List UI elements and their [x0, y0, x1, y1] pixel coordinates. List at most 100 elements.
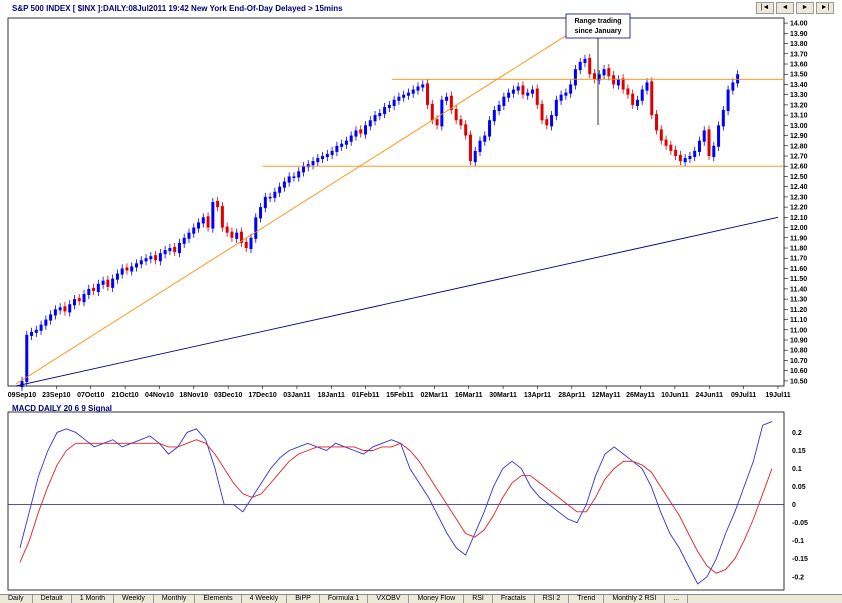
- tab-money-flow[interactable]: Money Flow: [409, 595, 465, 603]
- next-icon[interactable]: ►: [796, 2, 814, 14]
- tab-monthly-2-rsi[interactable]: Monthly 2 RSI: [604, 595, 666, 603]
- candle-body: [211, 202, 215, 229]
- tab-bipp[interactable]: BiPP: [287, 595, 320, 603]
- x-tick-label: 03Dec10: [214, 392, 243, 399]
- y-tick-label: 11.20: [790, 307, 807, 314]
- tab-default[interactable]: Default: [33, 595, 72, 603]
- x-tick-label: 23Sep10: [42, 392, 71, 399]
- candle-body: [330, 150, 334, 155]
- y-tick-label: 10.50: [790, 378, 808, 385]
- candle-body: [354, 130, 358, 137]
- candle-body: [20, 380, 24, 388]
- candle-body: [521, 85, 525, 95]
- tab-daily[interactable]: Daily: [0, 595, 33, 603]
- y-tick-label: 12.10: [790, 215, 808, 222]
- candle-body: [511, 89, 515, 94]
- candle-body: [688, 156, 692, 160]
- candle-body: [87, 288, 91, 296]
- candle-body: [607, 68, 611, 77]
- candle-body: [72, 299, 76, 306]
- tab-trend[interactable]: Trend: [569, 595, 605, 603]
- candle-body: [177, 242, 181, 254]
- candle-body: [378, 113, 382, 117]
- candle-body: [187, 232, 191, 239]
- candle-body: [192, 227, 196, 234]
- tab-formula-1[interactable]: Formula 1: [320, 595, 369, 603]
- candle-body: [726, 89, 730, 112]
- y-tick-label: 12.20: [790, 205, 808, 212]
- candle-body: [674, 149, 678, 156]
- candle-body: [82, 294, 86, 303]
- prev-icon[interactable]: ◄: [776, 2, 794, 14]
- tab-rsi-2[interactable]: RSI 2: [535, 595, 570, 603]
- candle-body: [449, 95, 453, 110]
- tab-elements[interactable]: Elements: [195, 595, 242, 603]
- candle-body: [106, 279, 110, 287]
- candle-body: [645, 82, 649, 91]
- x-tick-label: 16Mar11: [455, 392, 483, 399]
- y-tick-label: 13.20: [790, 102, 808, 109]
- candle-body: [473, 150, 477, 163]
- candle-body: [550, 115, 554, 127]
- candle-body: [697, 140, 701, 152]
- annotation-line1: Range trading: [574, 18, 621, 25]
- x-tick-label: 03Jan11: [283, 392, 310, 399]
- candle-body: [235, 232, 239, 239]
- candle-body: [34, 329, 38, 333]
- candle-body: [702, 130, 706, 142]
- candle-body: [693, 150, 697, 158]
- macd-y-tick-label: 0: [792, 502, 796, 509]
- candle-body: [445, 96, 449, 101]
- tab-weekly[interactable]: Weekly: [114, 595, 154, 603]
- candle-body: [588, 57, 592, 75]
- tab-monthly[interactable]: Monthly: [154, 595, 196, 603]
- candle-body: [225, 226, 229, 233]
- candle-body: [197, 222, 201, 229]
- x-tick-label: 13Apr11: [524, 392, 551, 399]
- chart-tabs: Daily Default 1 Month Weekly Monthly Ele…: [0, 594, 842, 603]
- x-tick-label: 24Jun11: [695, 392, 723, 399]
- candle-body: [154, 255, 158, 261]
- candle-body: [468, 134, 472, 162]
- y-tick-label: 11.30: [790, 297, 807, 304]
- candle-body: [621, 78, 625, 90]
- range-annotation: Range trading since January: [565, 13, 631, 125]
- x-tick-label: 07Oct10: [77, 392, 104, 399]
- candle-body: [278, 186, 282, 193]
- macd-title: MACD DAILY 20 6 9 Signal: [12, 404, 113, 413]
- x-tick-label: 12May11: [592, 392, 621, 399]
- candle-body: [301, 166, 305, 173]
- last-icon[interactable]: ►|: [816, 2, 834, 14]
- candle-body: [120, 268, 124, 275]
- tab-more[interactable]: ...: [665, 595, 689, 603]
- tab-rsi[interactable]: RSI: [464, 595, 493, 603]
- candle-body: [206, 216, 210, 228]
- candle-body: [435, 119, 439, 126]
- x-tick-label: 19Jul11: [765, 392, 790, 399]
- candle-body: [459, 119, 463, 126]
- macd-y-tick-label: 0.15: [792, 448, 806, 455]
- tab-1-month[interactable]: 1 Month: [72, 595, 115, 603]
- candle-body: [77, 298, 81, 302]
- macd-panel-frame: [7, 411, 785, 591]
- candle-body: [115, 273, 119, 280]
- candle-body: [516, 86, 520, 91]
- candle-body: [344, 140, 348, 145]
- candle-body: [683, 158, 687, 163]
- candle-body: [631, 93, 635, 105]
- x-tick-label: 10Jun11: [661, 392, 689, 399]
- candle-body: [540, 103, 544, 121]
- candle-body: [163, 250, 167, 255]
- y-tick-label: 11.60: [790, 266, 807, 273]
- candle-body: [640, 89, 644, 101]
- candle-body: [254, 217, 258, 239]
- tab-4-weekly[interactable]: 4 Weekly: [242, 595, 288, 603]
- tab-fractals[interactable]: Fractals: [493, 595, 535, 603]
- first-icon[interactable]: |◄: [756, 2, 774, 14]
- tab-vxobv[interactable]: VXOBV: [368, 595, 410, 603]
- candle-body: [406, 92, 410, 96]
- y-tick-label: 10.60: [790, 368, 808, 375]
- candle-body: [182, 237, 186, 244]
